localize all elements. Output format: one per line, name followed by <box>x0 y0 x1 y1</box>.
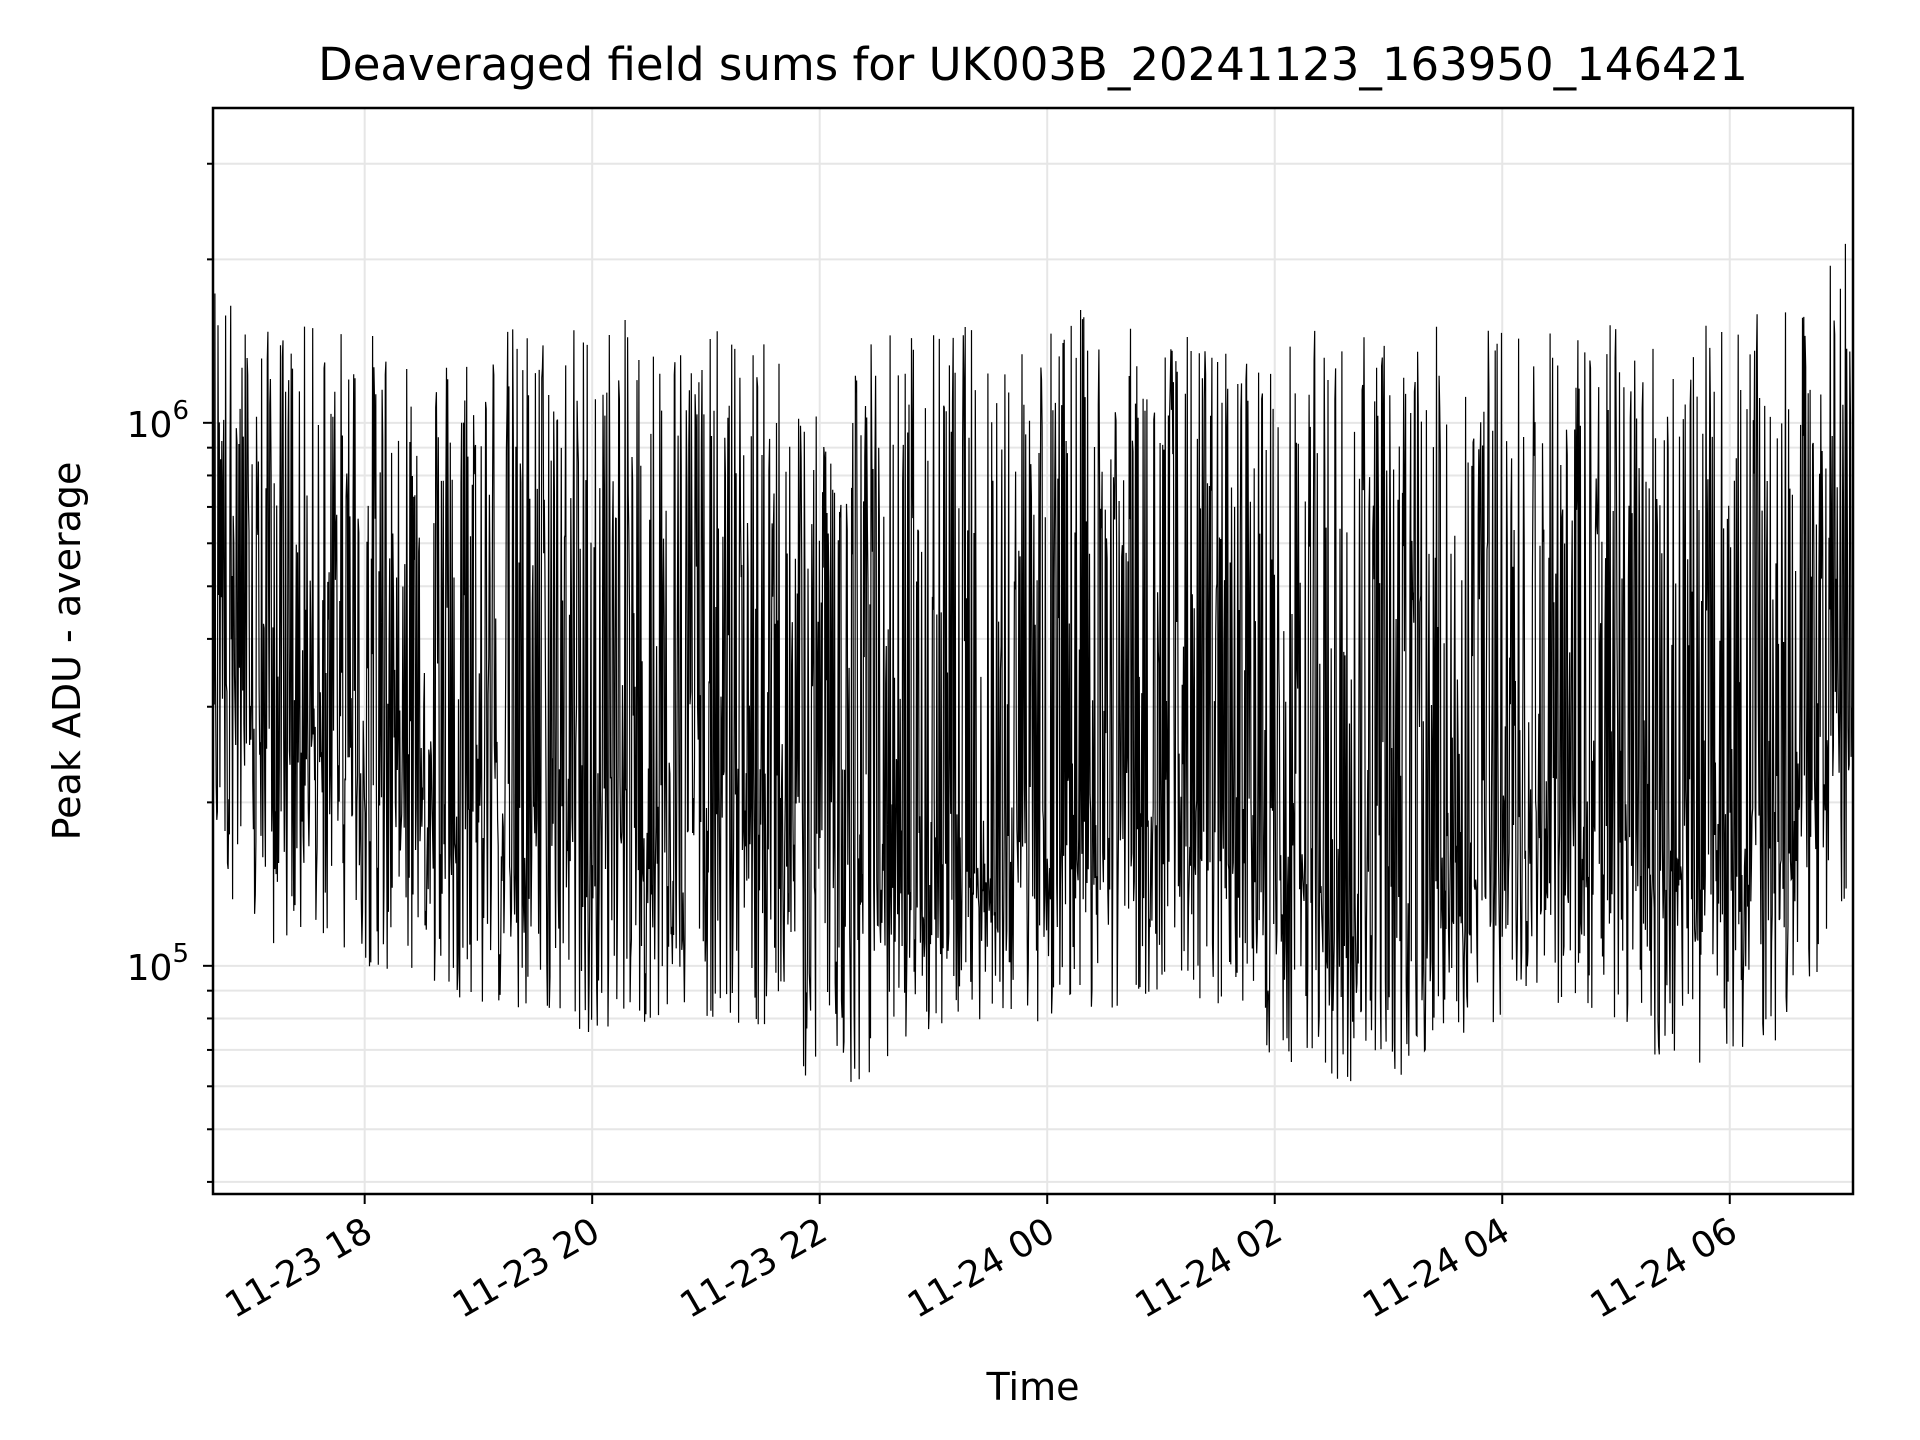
data-layer <box>213 243 1853 1082</box>
plot-frame <box>211 106 1855 1196</box>
x-axis-label: Time <box>986 1365 1080 1409</box>
y-tick-exponent: 5 <box>172 939 189 969</box>
y-tick-base: 10 <box>127 948 173 989</box>
y-tick-exponent: 6 <box>172 396 189 426</box>
y-tick-label: 105 <box>127 939 189 989</box>
series-line <box>213 243 1853 1082</box>
y-tick-label: 106 <box>127 396 189 446</box>
y-tick-base: 10 <box>127 405 173 446</box>
y-axis-label: Peak ADU - average <box>45 462 89 841</box>
chart-title: Deaveraged field sums for UK003B_2024112… <box>318 38 1748 91</box>
